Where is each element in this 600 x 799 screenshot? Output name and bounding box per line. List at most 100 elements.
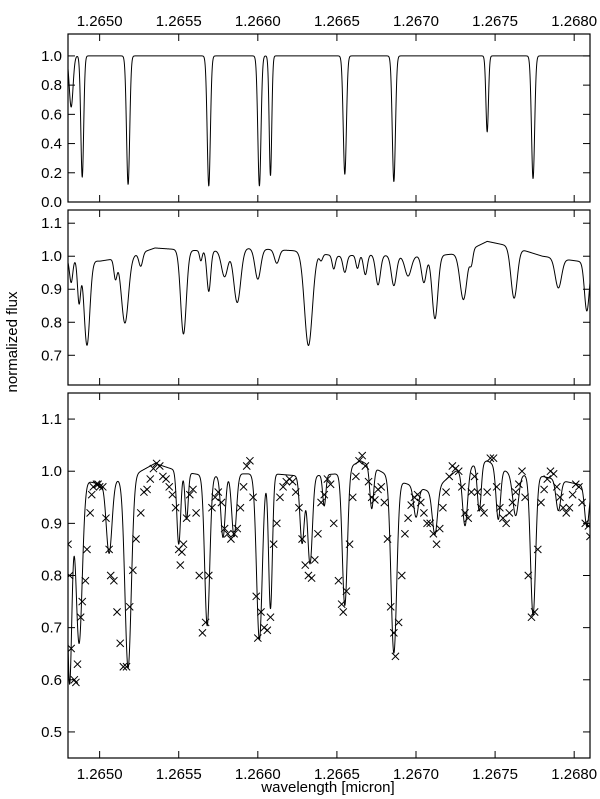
y-tick-label: 1.0 <box>41 463 62 480</box>
x-tick-label: 1.2650 <box>77 766 123 783</box>
observed-point-65 <box>249 493 258 502</box>
observed-point-52 <box>207 503 216 512</box>
observed-point-106 <box>377 482 386 491</box>
observed-point-170 <box>578 498 587 507</box>
observed-point-165 <box>562 508 571 517</box>
spectrum-line-panel-1 <box>68 55 590 187</box>
observed-point-18 <box>105 545 114 554</box>
observed-point-73 <box>272 519 281 528</box>
observed-point-82 <box>301 561 310 570</box>
observed-point-155 <box>530 608 539 616</box>
observed-point-31 <box>146 475 155 483</box>
observed-point-45 <box>185 490 194 499</box>
observed-point-87 <box>317 498 326 507</box>
observed-point-156 <box>533 545 542 554</box>
observed-point-154 <box>527 613 536 622</box>
observed-point-125 <box>435 524 444 533</box>
panel-frame-2 <box>67 209 591 386</box>
observed-point-104 <box>370 495 379 504</box>
observed-point-131 <box>454 467 463 476</box>
observed-point-88 <box>320 490 329 499</box>
observed-point-147 <box>505 508 514 517</box>
x-tick-label: 1.2660 <box>235 13 281 30</box>
observed-point-75 <box>279 482 288 491</box>
observed-point-84 <box>307 574 316 583</box>
observed-point-67 <box>253 634 262 643</box>
observed-point-115 <box>404 514 413 523</box>
observed-point-138 <box>476 503 485 512</box>
y-tick-label: 1.1 <box>41 215 62 232</box>
observed-point-163 <box>555 493 564 502</box>
observed-point-112 <box>394 618 403 627</box>
observed-point-108 <box>383 535 392 543</box>
observed-point-66 <box>252 592 261 601</box>
observed-point-43 <box>179 540 188 549</box>
observed-point-22 <box>116 639 125 648</box>
observed-point-100 <box>358 451 367 460</box>
observed-point-135 <box>467 488 476 497</box>
observed-point-71 <box>266 613 275 622</box>
x-tick-label: 1.2660 <box>235 766 281 783</box>
observed-point-161 <box>549 469 558 478</box>
observed-point-124 <box>432 540 441 549</box>
observed-point-68 <box>257 608 265 616</box>
chart-panel-3: 0.5 0.6 0.7 0.8 0.9 1.0 1.1 1.2650 1.2655 1.2660 1… <box>41 392 597 783</box>
x-tick-label: 1.2675 <box>472 766 518 783</box>
observed-point-133 <box>461 508 469 517</box>
y-tick-label: 1.0 <box>41 248 62 265</box>
x-axis-label: wavelength [micron] <box>260 779 394 796</box>
observed-point-63 <box>242 462 251 470</box>
observed-point-166 <box>565 503 574 512</box>
observed-point-42 <box>177 548 186 556</box>
observed-point-78 <box>288 477 297 486</box>
observed-point-23 <box>119 662 128 671</box>
observed-point-91 <box>329 519 338 528</box>
observed-point-159 <box>543 475 552 483</box>
observed-point-79 <box>291 488 300 497</box>
observed-point-7 <box>78 597 87 606</box>
observed-point-164 <box>559 503 568 512</box>
observed-point-169 <box>574 482 583 491</box>
observed-point-81 <box>298 535 307 543</box>
y-tick-label: 0.8 <box>41 568 62 585</box>
observed-point-5 <box>73 660 82 669</box>
observed-point-15 <box>95 482 104 491</box>
observed-point-24 <box>122 662 131 671</box>
observed-point-53 <box>211 493 220 502</box>
y-tick-label: 0.9 <box>41 281 62 298</box>
observed-point-38 <box>168 490 177 499</box>
x-tick-label: 1.2650 <box>77 13 123 30</box>
chart-panel-1: 0.0 0.2 0.4 0.6 0.8 1.0 1.2650 1.2655 1.2660 1.26… <box>41 13 597 211</box>
observed-point-47 <box>192 508 201 517</box>
observed-point-145 <box>499 514 507 523</box>
y-tick-label: 0.8 <box>41 314 62 331</box>
observed-point-60 <box>233 524 242 533</box>
observed-point-39 <box>171 503 180 512</box>
y-axis-label: normalized flux <box>4 291 21 392</box>
observed-point-142 <box>489 454 498 463</box>
observed-point-56 <box>220 524 229 533</box>
observed-point-140 <box>483 488 492 497</box>
observed-point-120 <box>419 508 428 517</box>
spectrum-line-panel-2 <box>68 240 590 346</box>
observed-point-98 <box>351 472 360 481</box>
observed-point-143 <box>492 482 501 491</box>
observed-point-58 <box>226 535 235 543</box>
observed-point-59 <box>230 529 239 538</box>
observed-point-85 <box>310 555 319 564</box>
observed-point-86 <box>313 529 322 538</box>
observed-point-16 <box>98 482 107 491</box>
y-tick-label: 0.9 <box>41 515 62 532</box>
x-tick-label: 1.2670 <box>393 13 439 30</box>
observed-point-132 <box>457 482 466 491</box>
y-tick-label: 0.8 <box>41 77 62 94</box>
x-tick-label: 1.2665 <box>314 766 360 783</box>
observed-point-137 <box>473 488 482 497</box>
observed-point-80 <box>294 503 303 512</box>
observed-point-107 <box>380 498 389 507</box>
observed-point-19 <box>106 571 115 580</box>
observed-point-153 <box>524 571 533 580</box>
y-tick-label: 0.5 <box>41 724 62 741</box>
y-tick-label: 0.4 <box>41 136 62 153</box>
